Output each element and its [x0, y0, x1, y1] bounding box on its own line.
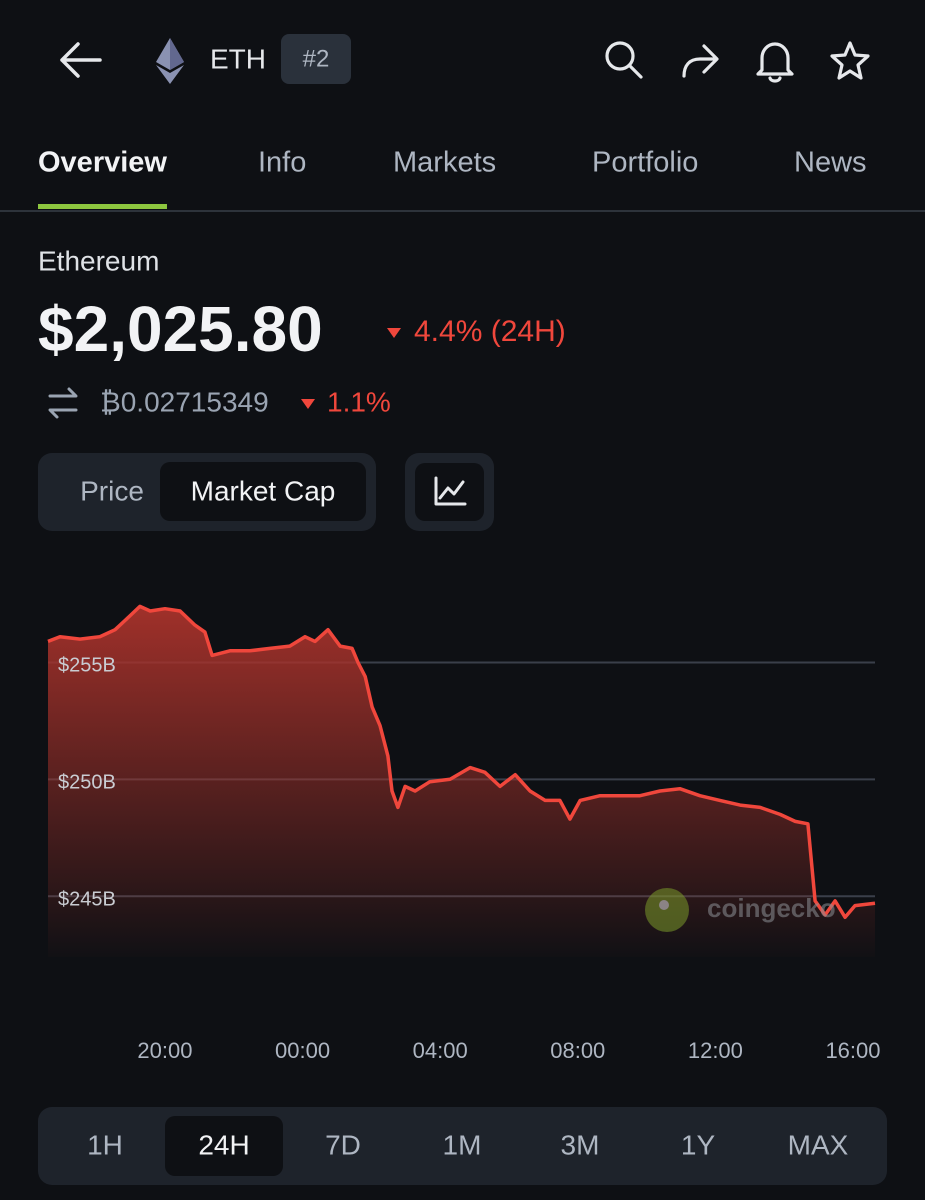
toggle-option[interactable]: Price	[80, 475, 144, 506]
y-tick-label: $255B	[58, 655, 116, 677]
range-option[interactable]: 1Y	[681, 1129, 716, 1160]
tab[interactable]: Portfolio	[592, 147, 698, 179]
tab[interactable]: Info	[258, 147, 306, 179]
y-tick-label: $245B	[58, 889, 116, 911]
watermark: coingecko	[645, 888, 836, 932]
toggle-option[interactable]: Market Cap	[191, 475, 336, 506]
btc-change: 1.1%	[327, 386, 391, 417]
tab-underline	[38, 204, 167, 209]
bell-icon[interactable]	[756, 42, 794, 83]
range-option[interactable]: MAX	[788, 1129, 849, 1160]
y-tick-label: $250B	[58, 772, 116, 794]
area-fill	[48, 606, 875, 957]
range-option[interactable]: 3M	[561, 1129, 600, 1160]
x-tick-label: 08:00	[550, 1038, 605, 1063]
eth-logo	[156, 38, 184, 84]
x-tick-label: 12:00	[688, 1038, 743, 1063]
range-option[interactable]: 1H	[87, 1129, 123, 1160]
range-option[interactable]: 1M	[443, 1129, 482, 1160]
tab[interactable]: News	[794, 147, 867, 179]
search-icon[interactable]	[605, 41, 643, 79]
chart: 20:00 00:00 04:00 08:00 12:00 16:00 $245B $250B…	[47, 604, 881, 1063]
price-line	[47, 604, 876, 920]
x-tick-label: 04:00	[413, 1038, 468, 1063]
rank: #2	[303, 45, 330, 72]
toggle-active	[160, 462, 366, 521]
chart-type-button[interactable]	[415, 463, 484, 521]
price-change: 4.4% (24H)	[414, 315, 566, 348]
line-chart-icon	[434, 476, 467, 506]
back-button[interactable]	[60, 42, 102, 78]
down-arrow	[301, 399, 315, 409]
coin-name: Ethereum	[38, 245, 159, 276]
x-tick-label: 00:00	[275, 1038, 330, 1063]
swap-icon	[48, 387, 78, 419]
btc-price: ₿0.02715349	[100, 386, 269, 417]
tab[interactable]: Overview	[38, 147, 167, 179]
range-option[interactable]: 24H	[198, 1129, 249, 1160]
range-active	[165, 1116, 283, 1176]
price: $2,025.80	[38, 293, 323, 365]
rank-badge	[281, 34, 351, 84]
range-option[interactable]: 7D	[325, 1129, 361, 1160]
tab[interactable]: Markets	[393, 147, 496, 179]
symbol: ETH	[210, 43, 266, 74]
x-tick-label: 16:00	[825, 1038, 880, 1063]
star-icon[interactable]	[830, 41, 870, 80]
share-icon[interactable]	[682, 44, 719, 78]
x-tick-label: 20:00	[137, 1038, 192, 1063]
watermark-text: coingecko	[707, 893, 836, 923]
down-arrow	[387, 328, 401, 338]
